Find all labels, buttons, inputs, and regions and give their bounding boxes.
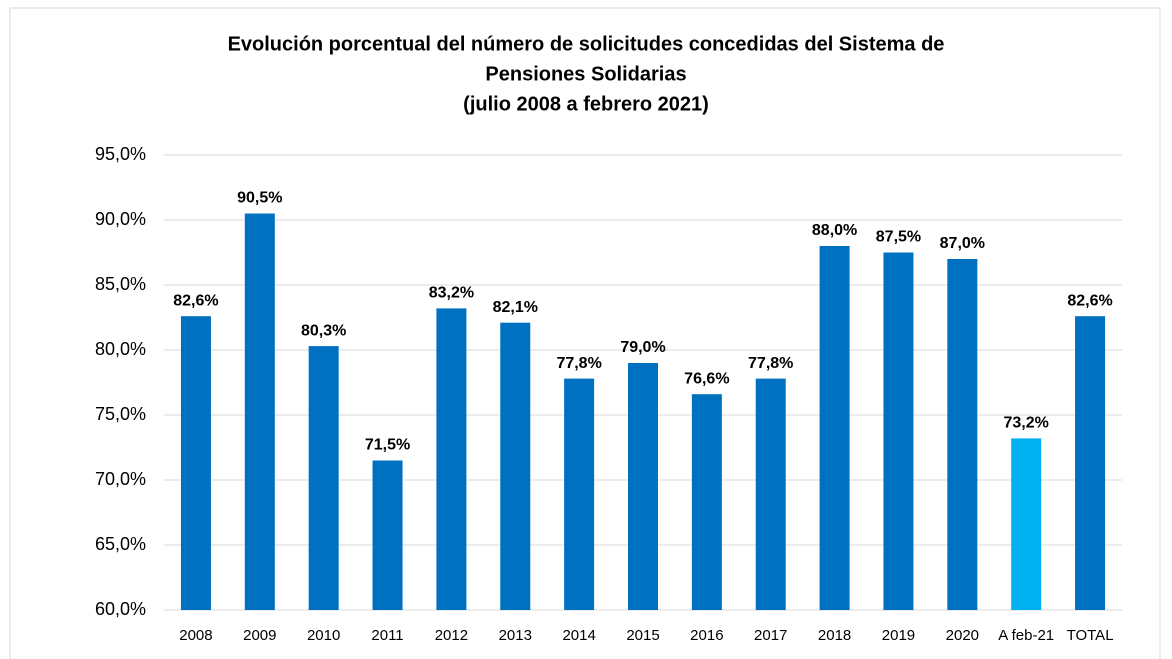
- data-label: 82,1%: [493, 299, 538, 316]
- bar: [947, 259, 978, 610]
- x-tick-label: 2019: [882, 627, 915, 644]
- y-tick-label: 60,0%: [95, 599, 146, 619]
- x-tick-label: 2015: [626, 627, 659, 644]
- x-tick-label: 2011: [371, 627, 403, 644]
- data-label: 83,2%: [429, 285, 474, 302]
- bar: [564, 378, 595, 610]
- chart-title: Pensiones Solidarias: [485, 63, 686, 85]
- bar: [883, 252, 914, 610]
- bar: [244, 213, 275, 610]
- y-tick-label: 65,0%: [95, 534, 146, 554]
- bar: [755, 378, 786, 610]
- bar: [436, 308, 467, 610]
- x-tick-label: 2013: [499, 627, 532, 644]
- data-label: 73,2%: [1004, 415, 1049, 432]
- chart-title: Evolución porcentual del número de solic…: [228, 33, 945, 55]
- data-label: 77,8%: [748, 355, 793, 372]
- bar: [628, 363, 658, 610]
- data-label: 82,6%: [1067, 292, 1112, 309]
- data-label: 79,0%: [620, 339, 665, 356]
- y-tick-label: 75,0%: [95, 404, 146, 424]
- data-label: 90,5%: [237, 190, 282, 207]
- bar: [1011, 438, 1042, 610]
- x-tick-label: TOTAL: [1067, 627, 1114, 644]
- chart-title: (julio 2008 a febrero 2021): [463, 93, 709, 115]
- y-tick-label: 80,0%: [95, 339, 146, 359]
- data-label: 77,8%: [556, 355, 601, 372]
- x-tick-label: 2018: [818, 627, 851, 644]
- x-tick-label: 2008: [179, 627, 212, 644]
- y-tick-label: 70,0%: [95, 469, 146, 489]
- y-tick-label: 90,0%: [95, 209, 146, 229]
- x-tick-label: 2020: [946, 627, 979, 644]
- data-label: 76,6%: [684, 370, 729, 387]
- data-label: 87,0%: [940, 235, 985, 252]
- x-tick-label: 2009: [243, 627, 276, 644]
- data-label: 71,5%: [365, 437, 410, 454]
- data-label: 88,0%: [812, 222, 857, 239]
- y-tick-label: 85,0%: [95, 274, 146, 294]
- x-tick-label: 2010: [307, 627, 340, 644]
- x-tick-label: A feb-21: [998, 627, 1054, 644]
- bar: [1075, 316, 1106, 610]
- x-tick-label: 2014: [562, 627, 595, 644]
- bar: [691, 394, 722, 610]
- bar: [819, 246, 850, 610]
- bar: [180, 316, 211, 610]
- bar: [372, 460, 403, 610]
- bar: [308, 346, 339, 610]
- data-label: 87,5%: [876, 229, 921, 246]
- bar: [500, 322, 531, 610]
- data-label: 82,6%: [173, 292, 218, 309]
- data-label: 80,3%: [301, 322, 346, 339]
- y-tick-label: 95,0%: [95, 144, 146, 164]
- x-tick-label: 2012: [435, 627, 468, 644]
- x-tick-label: 2017: [754, 627, 787, 644]
- x-tick-label: 2016: [690, 627, 723, 644]
